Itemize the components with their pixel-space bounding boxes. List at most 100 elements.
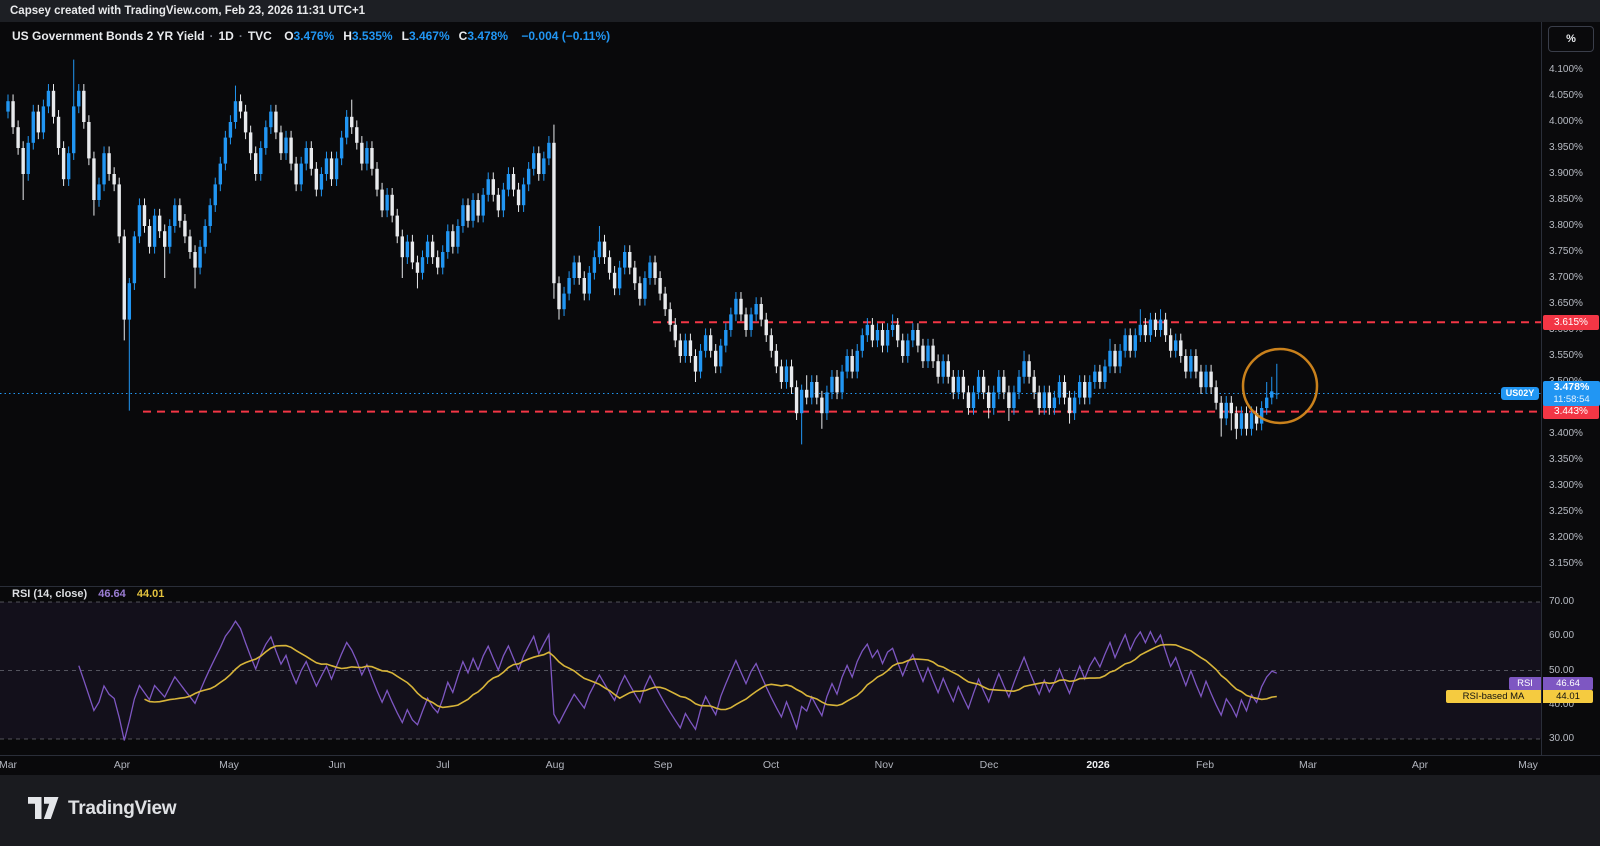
candle-body xyxy=(253,153,258,174)
candle-body xyxy=(72,106,76,154)
rsi-legend-title: RSI (14, close) xyxy=(12,588,88,600)
candle-body xyxy=(1017,376,1021,393)
candle-body xyxy=(734,298,738,315)
symbol-legend[interactable]: US Government Bonds 2 YR Yield · 1D · TVC O3… xyxy=(12,29,610,43)
candle-body xyxy=(542,158,546,174)
candle-body xyxy=(1108,350,1112,367)
tradingview-logo[interactable]: TradingView xyxy=(28,797,177,820)
candle-body xyxy=(612,272,617,289)
candle-body xyxy=(678,340,683,356)
price-scale[interactable]: % 4.100% 4.050% 4.000% 3.950% 3.900% 3.850% 3.… xyxy=(1541,22,1600,755)
candle-body xyxy=(729,314,733,330)
candle-body xyxy=(901,340,905,356)
interval-label: 1D xyxy=(218,29,234,43)
candle-body xyxy=(724,330,728,346)
candle-body xyxy=(46,90,51,107)
candle-body xyxy=(774,350,779,367)
candle-body xyxy=(238,101,243,112)
candle-body xyxy=(597,241,602,258)
time-axis[interactable]: Mar Apr May Jun Jul Aug Sep Oct Nov Dec 2026 Feb Mar… xyxy=(0,756,1600,775)
annotation-circle xyxy=(1241,347,1319,425)
candle-body xyxy=(370,148,374,169)
rsi-ma-value-tag: 44.01 xyxy=(1543,690,1593,703)
candle-body xyxy=(92,158,96,200)
support-level-tag: 3.443% xyxy=(1543,404,1599,420)
price-tick: 3.250% xyxy=(1549,506,1583,517)
candle-body xyxy=(562,293,566,310)
candle-body xyxy=(137,205,142,237)
attribution-text: Capsey created with TradingView.com, Feb… xyxy=(10,5,366,17)
candle-body xyxy=(1189,356,1193,372)
candle-body xyxy=(410,241,415,263)
candle-body xyxy=(117,184,121,237)
candle-body xyxy=(956,376,961,393)
candle-body xyxy=(992,392,996,408)
candle-body xyxy=(82,90,86,122)
time-tick: Mar xyxy=(1298,759,1318,771)
time-tick: May xyxy=(219,759,239,771)
price-tick: 3.550% xyxy=(1549,350,1583,361)
candle-body xyxy=(885,330,890,346)
time-tick: 2026 xyxy=(1086,759,1110,771)
candle-body xyxy=(1047,392,1052,408)
percent-unit-button[interactable]: % xyxy=(1548,26,1594,52)
candle-body xyxy=(648,262,652,278)
price-tick: 4.050% xyxy=(1549,90,1583,101)
candle-body xyxy=(628,252,632,268)
candle-body xyxy=(961,376,966,393)
ohlc-pair: H3.535% xyxy=(343,29,393,43)
candle-body xyxy=(997,376,1001,393)
candle-body xyxy=(744,314,748,330)
chart-widget[interactable]: US Government Bonds 2 YR Yield · 1D · TVC O3… xyxy=(0,22,1600,775)
candle-body xyxy=(198,246,202,268)
ohlc-pair: C3.478% xyxy=(458,29,509,43)
candle-body xyxy=(719,345,723,367)
candle-body xyxy=(6,101,10,112)
candle-body xyxy=(804,389,809,398)
candle-body xyxy=(163,231,167,247)
candle-body xyxy=(759,304,763,320)
candle-body xyxy=(552,142,556,284)
candle-body xyxy=(1174,340,1178,351)
candle-body xyxy=(526,168,531,185)
candle-body xyxy=(269,111,273,128)
rsi-line xyxy=(78,619,1278,741)
candle-body xyxy=(835,376,839,393)
main-chart-plot[interactable] xyxy=(0,22,1541,755)
candle-body xyxy=(587,272,592,294)
candle-body xyxy=(1184,356,1188,372)
candle-body xyxy=(663,293,667,310)
candle-body xyxy=(1239,413,1244,429)
candle-body xyxy=(986,392,991,408)
candle-body xyxy=(532,153,536,169)
candle-body xyxy=(1072,397,1077,414)
candle-body xyxy=(1062,382,1067,398)
candle-body xyxy=(1224,402,1228,419)
candle-body xyxy=(157,215,162,232)
candle-body xyxy=(355,127,359,143)
candle-body xyxy=(168,226,172,247)
candle-body xyxy=(1002,376,1006,393)
rsi-legend[interactable]: RSI (14, close) 46.64 44.01 xyxy=(12,588,164,600)
candle-body xyxy=(875,330,880,341)
time-tick: Feb xyxy=(1195,759,1215,771)
candle-body xyxy=(334,158,339,180)
time-tick: Aug xyxy=(545,759,565,771)
pane-separator[interactable] xyxy=(0,586,1600,587)
candle-body xyxy=(1163,319,1168,336)
candle-body xyxy=(1098,371,1102,382)
candle-body xyxy=(764,319,768,336)
candle-body xyxy=(66,153,71,180)
last-price-tag: 3.478% 11:58:54 xyxy=(1543,381,1600,407)
candle-body xyxy=(456,226,460,247)
candle-body xyxy=(769,335,774,351)
candle-body xyxy=(1093,371,1097,382)
time-tick: Jul xyxy=(436,759,450,771)
candle-body xyxy=(936,361,940,377)
candle-body xyxy=(1138,324,1143,336)
candle-body xyxy=(966,392,971,408)
price-tick: 3.900% xyxy=(1549,168,1583,179)
candle-body xyxy=(617,267,622,289)
candle-body xyxy=(380,189,384,211)
price-tick: 3.800% xyxy=(1549,220,1583,231)
